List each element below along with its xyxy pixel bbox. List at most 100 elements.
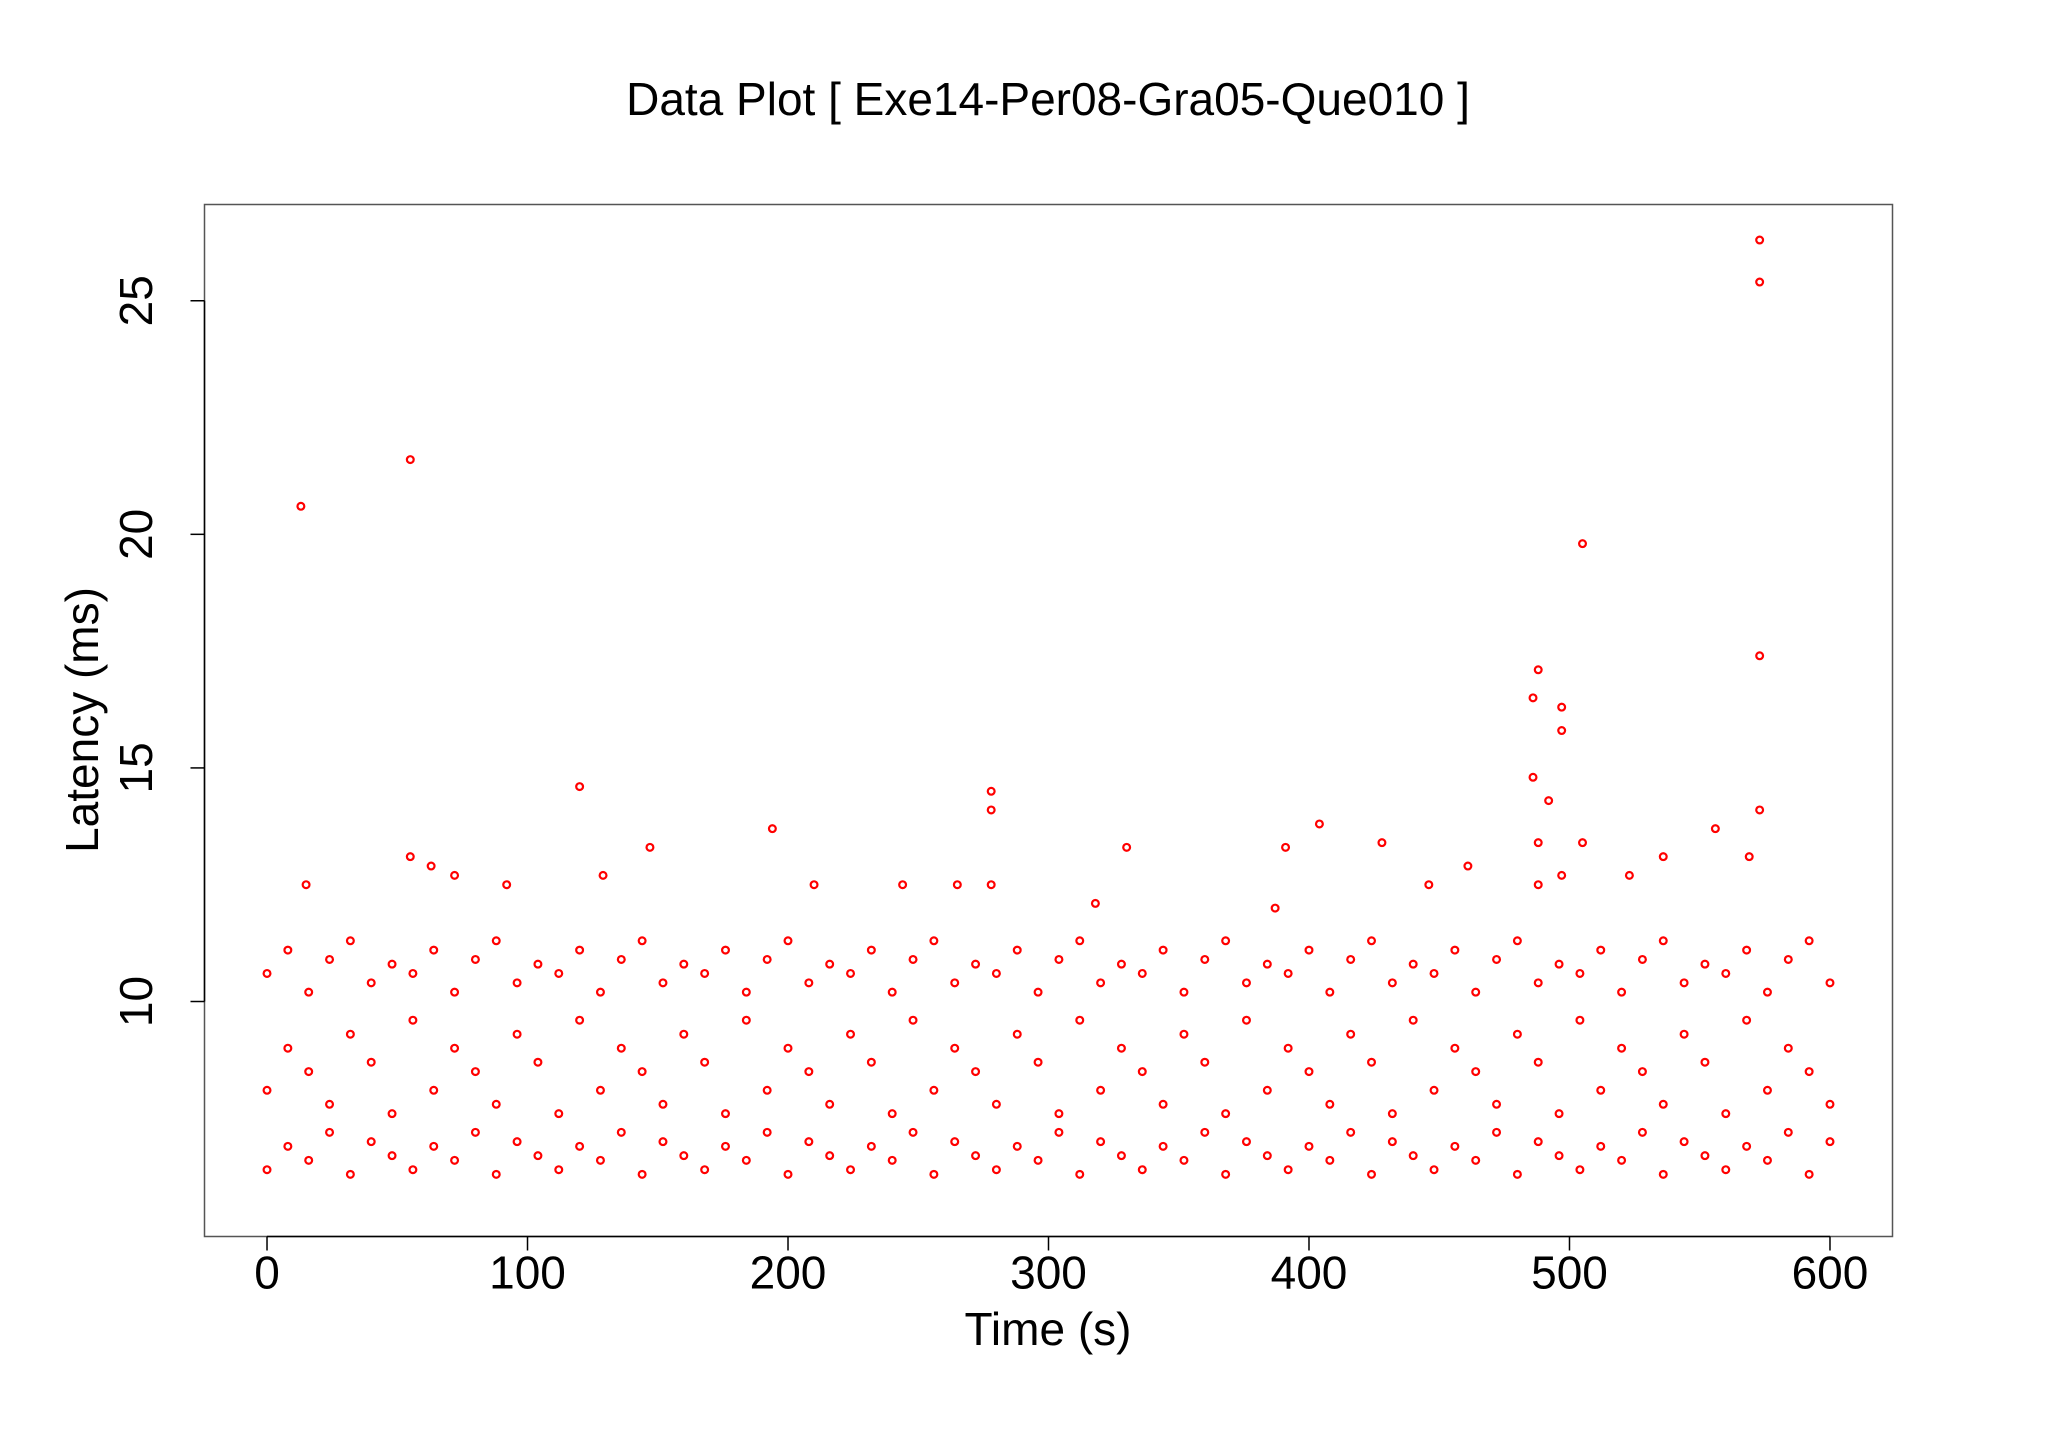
data-point (1387, 978, 1397, 988)
data-point (1557, 726, 1567, 736)
data-point (1578, 539, 1588, 549)
x-tick-label: 300 (1010, 1247, 1087, 1299)
data-point (554, 1165, 564, 1175)
data-point (1262, 1085, 1272, 1095)
data-point (658, 1099, 668, 1109)
data-point (1241, 1015, 1251, 1025)
data-point (470, 1067, 480, 1077)
data-point (1262, 1151, 1272, 1161)
data-point (283, 945, 293, 955)
data-point (991, 1099, 1001, 1109)
data-point (512, 1029, 522, 1039)
data-point (1377, 838, 1387, 848)
data-point (1408, 1015, 1418, 1025)
data-point (1283, 968, 1293, 978)
data-point (908, 1015, 918, 1025)
data-point (767, 824, 777, 834)
data-point (741, 1155, 751, 1165)
data-point (1033, 987, 1043, 997)
x-axis-label: Time (s) (965, 1303, 1132, 1355)
data-point (387, 1151, 397, 1161)
data-point (366, 978, 376, 988)
data-point (426, 861, 436, 871)
data-point (1533, 838, 1543, 848)
data-point (1825, 1137, 1835, 1147)
data-point (720, 945, 730, 955)
data-point (804, 978, 814, 988)
data-point (846, 968, 856, 978)
data-point (1700, 1151, 1710, 1161)
data-point (898, 880, 908, 890)
data-point (762, 1085, 772, 1095)
data-point (429, 1085, 439, 1095)
data-point (1158, 1099, 1168, 1109)
data-point (1762, 987, 1772, 997)
data-point (1450, 945, 1460, 955)
data-point (1424, 880, 1434, 890)
data-point (1241, 1137, 1251, 1147)
data-point (1179, 1029, 1189, 1039)
data-point (1554, 1109, 1564, 1119)
data-point (262, 1165, 272, 1175)
data-point (1262, 959, 1272, 969)
data-point (950, 978, 960, 988)
data-point (637, 936, 647, 946)
data-point (1617, 987, 1627, 997)
data-point (1179, 1155, 1189, 1165)
data-point (804, 1137, 814, 1147)
data-point (825, 1099, 835, 1109)
data-point (1200, 1057, 1210, 1067)
data-point (345, 936, 355, 946)
data-point (1090, 898, 1100, 908)
data-point (783, 1043, 793, 1053)
data-point (1596, 1141, 1606, 1151)
data-point (1721, 968, 1731, 978)
data-point (512, 1137, 522, 1147)
data-point (1755, 651, 1765, 661)
data-point (1533, 665, 1543, 675)
data-point (679, 1029, 689, 1039)
data-point (1744, 852, 1754, 862)
data-point (1270, 903, 1280, 913)
data-point (387, 959, 397, 969)
data-point (1283, 1043, 1293, 1053)
data-point (1346, 1127, 1356, 1137)
chart-title: Data Plot [ Exe14-Per08-Gra05-Que010 ] (626, 73, 1470, 125)
data-point (1533, 1057, 1543, 1067)
data-point (470, 954, 480, 964)
data-point (1137, 968, 1147, 978)
data-point (1200, 1127, 1210, 1137)
data-point (262, 1085, 272, 1095)
data-point (971, 1067, 981, 1077)
data-point (575, 1141, 585, 1151)
data-point (1304, 1141, 1314, 1151)
data-point (1033, 1057, 1043, 1067)
data-point (450, 1155, 460, 1165)
data-point (1408, 1151, 1418, 1161)
data-point (405, 455, 415, 465)
data-point (429, 1141, 439, 1151)
data-point (825, 959, 835, 969)
data-point (616, 954, 626, 964)
data-point (575, 782, 585, 792)
x-tick-label: 500 (1531, 1247, 1608, 1299)
data-point (1783, 1043, 1793, 1053)
data-point (991, 968, 1001, 978)
data-point (1221, 1109, 1231, 1119)
data-point (658, 1137, 668, 1147)
data-point (598, 870, 608, 880)
data-point (908, 954, 918, 964)
data-point (1387, 1109, 1397, 1119)
data-point (991, 1165, 1001, 1175)
data-point (1578, 838, 1588, 848)
data-point (491, 936, 501, 946)
data-point (1054, 954, 1064, 964)
data-point (1554, 959, 1564, 969)
data-point (470, 1127, 480, 1137)
data-point (1429, 1165, 1439, 1175)
data-point (637, 1067, 647, 1077)
y-tick-label: 10 (110, 976, 162, 1027)
y-axis-label: Latency (ms) (56, 587, 108, 853)
data-point (929, 1169, 939, 1179)
data-point (1367, 936, 1377, 946)
